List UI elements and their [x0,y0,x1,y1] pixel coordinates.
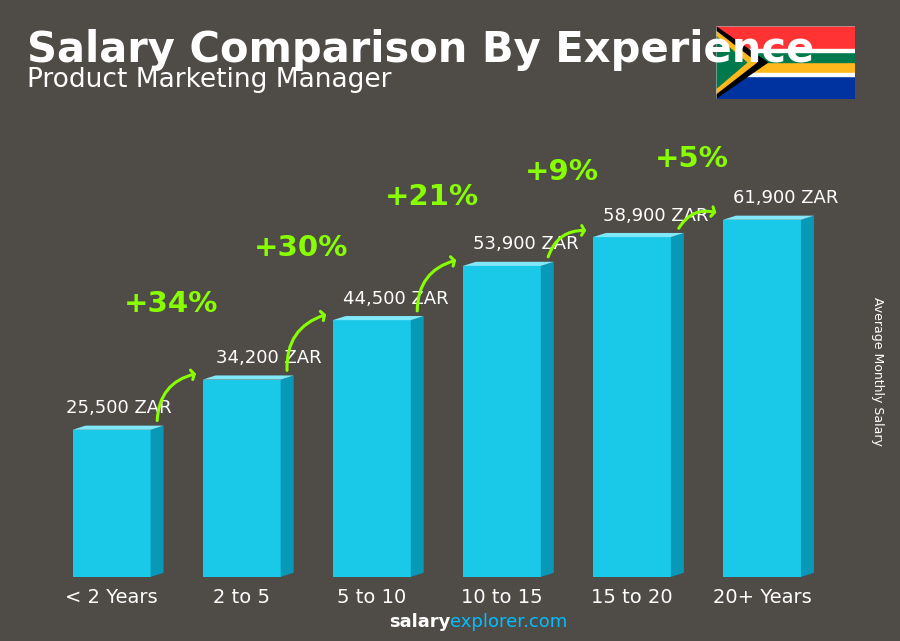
Polygon shape [333,316,424,320]
Text: 61,900 ZAR: 61,900 ZAR [734,189,839,207]
Bar [716,62,855,75]
Bar [593,237,670,577]
Bar [716,75,855,99]
Text: +34%: +34% [124,290,219,318]
Polygon shape [801,215,814,577]
Text: salary: salary [389,613,450,631]
Text: Average Monthly Salary: Average Monthly Salary [871,297,884,446]
Bar [202,379,281,577]
Bar [716,73,855,76]
Text: 53,900 ZAR: 53,900 ZAR [473,235,579,253]
Polygon shape [281,376,293,577]
Text: 58,900 ZAR: 58,900 ZAR [603,206,708,224]
Text: +9%: +9% [525,158,598,187]
Bar [723,220,801,577]
Text: +5%: +5% [655,145,729,172]
Polygon shape [73,426,164,429]
Text: Salary Comparison By Experience: Salary Comparison By Experience [27,29,814,71]
Polygon shape [593,233,684,237]
Polygon shape [670,233,684,577]
Bar [73,429,150,577]
Polygon shape [410,316,424,577]
Text: explorer.com: explorer.com [450,613,567,631]
Polygon shape [150,426,164,577]
Text: Product Marketing Manager: Product Marketing Manager [27,67,392,94]
Text: +30%: +30% [255,234,348,262]
Polygon shape [723,215,814,220]
Bar [716,50,855,62]
Text: 34,200 ZAR: 34,200 ZAR [216,349,321,367]
Bar [463,266,541,577]
Text: +21%: +21% [384,183,479,212]
Polygon shape [716,30,758,95]
Text: 44,500 ZAR: 44,500 ZAR [343,290,449,308]
Polygon shape [541,262,554,577]
Bar [333,320,410,577]
Polygon shape [716,26,769,99]
Polygon shape [202,376,293,379]
Bar [716,26,855,50]
Text: 25,500 ZAR: 25,500 ZAR [66,399,172,417]
Bar [716,49,855,52]
Polygon shape [716,35,748,90]
Polygon shape [463,262,554,266]
